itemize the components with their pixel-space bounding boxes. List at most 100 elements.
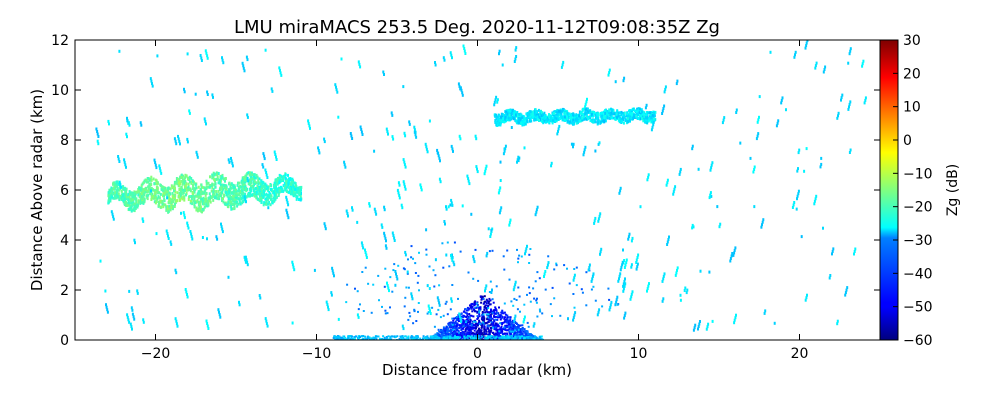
reflectivity-pixel bbox=[377, 274, 380, 277]
reflectivity-pixel bbox=[259, 196, 262, 200]
reflectivity-pixel bbox=[500, 331, 503, 334]
reflectivity-pixel bbox=[815, 194, 818, 198]
reflectivity-pixel bbox=[462, 325, 465, 328]
reflectivity-pixel bbox=[232, 189, 235, 193]
reflectivity-pixel bbox=[143, 193, 146, 197]
reflectivity-pixel bbox=[559, 117, 562, 120]
reflectivity-pixel bbox=[517, 328, 520, 331]
reflectivity-pixel bbox=[384, 309, 387, 312]
reflectivity-pixel bbox=[462, 319, 465, 322]
reflectivity-pixel bbox=[397, 264, 400, 267]
reflectivity-pixel bbox=[524, 252, 526, 256]
reflectivity-pixel bbox=[185, 174, 188, 178]
reflectivity-pixel bbox=[484, 332, 487, 335]
reflectivity-pixel bbox=[461, 93, 464, 97]
reflectivity-pixel bbox=[115, 192, 118, 196]
reflectivity-pixel bbox=[803, 169, 806, 173]
reflectivity-pixel bbox=[481, 334, 484, 337]
reflectivity-pixel bbox=[566, 115, 569, 119]
reflectivity-pixel bbox=[226, 203, 229, 207]
reflectivity-pixel bbox=[572, 293, 575, 295]
reflectivity-pixel bbox=[530, 334, 533, 337]
reflectivity-pixel bbox=[268, 190, 271, 194]
reflectivity-pixel bbox=[194, 201, 197, 205]
reflectivity-pixel bbox=[298, 191, 301, 195]
reflectivity-pixel bbox=[445, 300, 448, 303]
reflectivity-pixel bbox=[285, 198, 288, 202]
reflectivity-pixel bbox=[536, 118, 539, 121]
reflectivity-pixel bbox=[299, 187, 302, 191]
reflectivity-pixel bbox=[499, 160, 502, 164]
reflectivity-pixel bbox=[497, 118, 500, 121]
reflectivity-pixel bbox=[499, 316, 502, 319]
reflectivity-pixel bbox=[476, 315, 479, 318]
reflectivity-pixel bbox=[215, 235, 218, 239]
reflectivity-pixel bbox=[166, 205, 169, 209]
reflectivity-pixel bbox=[505, 112, 508, 116]
reflectivity-pixel bbox=[368, 202, 371, 206]
reflectivity-pixel bbox=[390, 335, 393, 338]
reflectivity-pixel bbox=[460, 320, 463, 323]
reflectivity-pixel bbox=[384, 267, 387, 270]
reflectivity-pixel bbox=[244, 192, 246, 196]
reflectivity-pixel bbox=[291, 183, 294, 187]
reflectivity-pixel bbox=[493, 312, 496, 315]
reflectivity-pixel bbox=[167, 186, 170, 190]
reflectivity-pixel bbox=[479, 338, 482, 340]
reflectivity-pixel bbox=[503, 120, 506, 124]
reflectivity-pixel bbox=[498, 330, 501, 333]
reflectivity-pixel bbox=[251, 177, 254, 181]
reflectivity-pixel bbox=[426, 335, 429, 338]
reflectivity-pixel bbox=[481, 324, 484, 327]
reflectivity-pixel bbox=[840, 96, 843, 100]
reflectivity-pixel bbox=[258, 185, 260, 189]
reflectivity-pixel bbox=[478, 331, 481, 334]
reflectivity-pixel bbox=[473, 332, 476, 335]
reflectivity-pixel bbox=[450, 325, 453, 328]
reflectivity-pixel bbox=[760, 225, 763, 229]
reflectivity-pixel bbox=[595, 112, 598, 116]
reflectivity-pixel bbox=[512, 304, 515, 307]
reflectivity-pixel bbox=[417, 302, 420, 304]
reflectivity-pixel bbox=[475, 322, 478, 325]
reflectivity-pixel bbox=[187, 185, 190, 189]
reflectivity-pixel bbox=[172, 200, 175, 204]
reflectivity-pixel bbox=[273, 197, 276, 201]
reflectivity-pixel bbox=[575, 284, 578, 287]
reflectivity-pixel bbox=[454, 322, 457, 325]
reflectivity-pixel bbox=[110, 186, 113, 190]
reflectivity-pixel bbox=[537, 337, 540, 340]
reflectivity-pixel bbox=[277, 187, 280, 191]
reflectivity-pixel bbox=[647, 119, 650, 123]
reflectivity-pixel bbox=[540, 114, 543, 118]
reflectivity-pixel bbox=[227, 275, 230, 279]
reflectivity-pixel bbox=[445, 205, 447, 209]
reflectivity-pixel bbox=[533, 338, 536, 340]
reflectivity-pixel bbox=[503, 326, 506, 329]
reflectivity-pixel bbox=[175, 319, 178, 323]
reflectivity-pixel bbox=[279, 71, 282, 75]
reflectivity-pixel bbox=[215, 192, 218, 196]
reflectivity-pixel bbox=[472, 337, 475, 340]
reflectivity-pixel bbox=[327, 308, 330, 312]
reflectivity-pixel bbox=[371, 337, 374, 340]
reflectivity-pixel bbox=[207, 181, 210, 185]
reflectivity-pixel bbox=[443, 336, 446, 339]
reflectivity-pixel bbox=[155, 166, 158, 170]
reflectivity-pixel bbox=[169, 200, 172, 204]
reflectivity-pixel bbox=[323, 222, 326, 226]
reflectivity-pixel bbox=[853, 252, 855, 256]
reflectivity-pixel bbox=[538, 336, 541, 339]
reflectivity-pixel bbox=[453, 322, 456, 324]
reflectivity-pixel bbox=[141, 201, 144, 204]
reflectivity-pixel bbox=[529, 119, 531, 123]
reflectivity-pixel bbox=[460, 88, 463, 92]
reflectivity-pixel bbox=[468, 313, 471, 315]
reflectivity-pixel bbox=[495, 322, 498, 325]
reflectivity-pixel bbox=[385, 337, 388, 340]
reflectivity-pixel bbox=[112, 196, 115, 200]
reflectivity-pixel bbox=[193, 198, 196, 202]
reflectivity-pixel bbox=[597, 117, 600, 121]
reflectivity-pixel bbox=[477, 279, 480, 282]
reflectivity-pixel bbox=[146, 190, 149, 194]
